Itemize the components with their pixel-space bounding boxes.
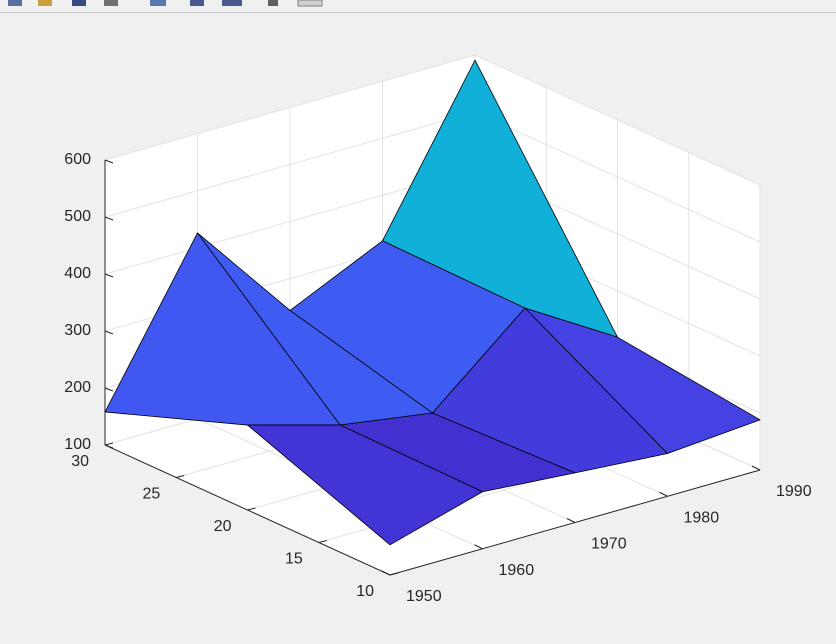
y-tick-label: 20 bbox=[214, 518, 232, 535]
tool-icon[interactable] bbox=[104, 0, 118, 6]
tool-icon[interactable] bbox=[190, 0, 204, 6]
tool-icon[interactable] bbox=[150, 0, 166, 6]
grid-line bbox=[104, 54, 476, 161]
tool-icon[interactable] bbox=[72, 0, 86, 6]
tick-mark bbox=[566, 518, 576, 523]
toolbar bbox=[0, 0, 836, 13]
tick-mark bbox=[104, 273, 114, 278]
x-tick-label: 1970 bbox=[591, 536, 627, 553]
tick-mark bbox=[104, 442, 114, 446]
tick-mark bbox=[381, 570, 391, 576]
tick-mark bbox=[247, 507, 256, 511]
tool-icon[interactable] bbox=[268, 0, 278, 6]
tick-mark bbox=[104, 330, 114, 335]
toolbar-bg bbox=[0, 0, 836, 12]
grid-line bbox=[474, 54, 761, 186]
y-tick-label: 30 bbox=[71, 453, 89, 470]
z-tick-label: 400 bbox=[64, 265, 91, 282]
y-tick-label: 25 bbox=[142, 486, 160, 503]
tick-mark bbox=[659, 491, 668, 497]
tool-icon[interactable] bbox=[222, 0, 242, 6]
surface-face bbox=[247, 424, 483, 546]
tick-mark bbox=[104, 444, 114, 449]
x-tick-label: 1950 bbox=[406, 588, 442, 605]
z-tick-label: 100 bbox=[64, 436, 91, 453]
tick-mark bbox=[389, 572, 399, 576]
x-tick-label: 1960 bbox=[499, 562, 535, 579]
tick-mark bbox=[104, 387, 114, 392]
tick-mark bbox=[318, 540, 327, 543]
tick-mark bbox=[474, 544, 483, 550]
tool-icon[interactable] bbox=[38, 0, 52, 6]
tool-icon[interactable] bbox=[297, 0, 323, 7]
y-tick-label: 15 bbox=[285, 551, 303, 568]
z-tick-label: 600 bbox=[64, 151, 91, 168]
tick-mark bbox=[751, 465, 761, 471]
z-tick-label: 200 bbox=[64, 379, 91, 396]
tick-mark bbox=[176, 475, 185, 478]
grid-line bbox=[474, 111, 761, 243]
grid-line bbox=[104, 111, 476, 218]
x-tick-label: 1990 bbox=[776, 483, 812, 500]
z-tick-label: 500 bbox=[64, 208, 91, 225]
x-tick-label: 1980 bbox=[684, 509, 720, 526]
tick-mark bbox=[104, 216, 114, 221]
z-tick-label: 300 bbox=[64, 322, 91, 339]
tick-mark bbox=[104, 159, 114, 164]
tool-icon[interactable] bbox=[8, 0, 22, 6]
y-tick-label: 10 bbox=[356, 583, 374, 600]
